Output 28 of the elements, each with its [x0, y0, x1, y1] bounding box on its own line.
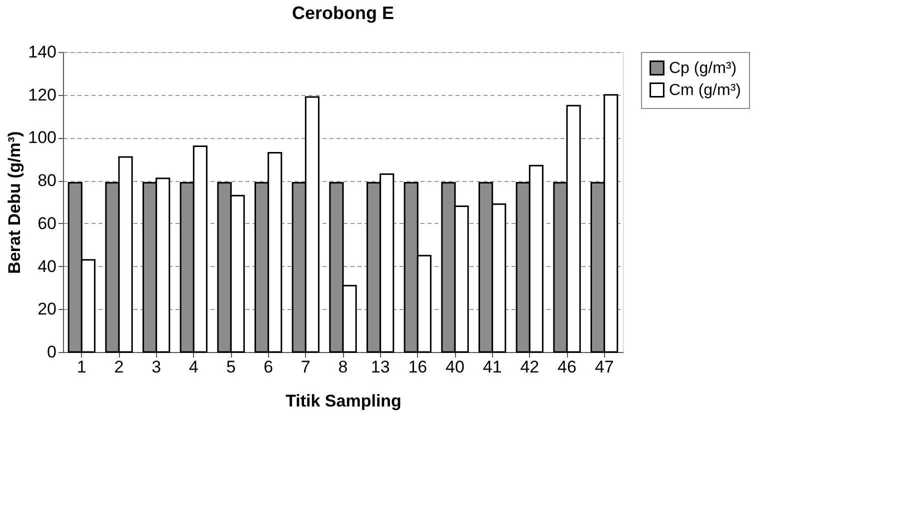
x-tick-label: 2: [114, 358, 124, 376]
x-tick-label: 8: [338, 358, 348, 376]
x-tick-label: 4: [188, 358, 198, 376]
y-tick-label: 140: [28, 42, 56, 62]
y-tick-label: 20: [38, 300, 56, 319]
legend-label: Cp (g/m³): [669, 60, 737, 77]
x-tick-label: 46: [558, 358, 576, 376]
x-tick-label: 1: [76, 358, 86, 376]
y-tick-label: 120: [28, 85, 56, 104]
y-tick-label: 40: [38, 256, 56, 276]
legend-label: Cm (g/m³): [669, 82, 741, 99]
y-tick-label: 0: [47, 342, 56, 362]
y-tick-label: 60: [38, 214, 56, 233]
y-tick-label: 100: [28, 128, 56, 148]
x-tick-label: 3: [152, 358, 162, 376]
y-tick-label: 80: [38, 171, 56, 190]
x-tick-label: 41: [482, 358, 502, 376]
y-axis-title: Berat Debu (g/m³): [5, 131, 24, 274]
x-tick-label: 47: [594, 358, 614, 376]
x-tick-label: 16: [408, 358, 428, 376]
x-tick-label: 5: [226, 358, 236, 376]
x-tick-label: 6: [264, 358, 274, 376]
x-tick-label: 13: [370, 358, 390, 376]
chart-title: Cerobong E: [292, 3, 394, 23]
x-tick-label: 42: [520, 358, 540, 376]
x-axis-title: Titik Sampling: [286, 392, 402, 410]
x-tick-label: 40: [446, 358, 464, 376]
x-tick-label: 7: [300, 358, 310, 376]
